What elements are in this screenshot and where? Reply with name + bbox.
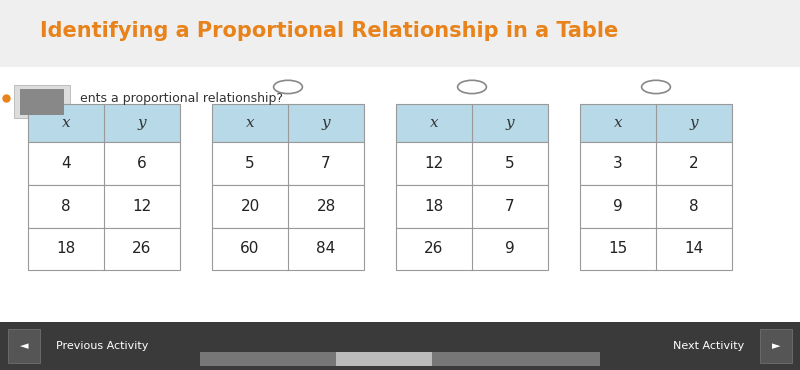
Text: 15: 15	[608, 241, 628, 256]
FancyBboxPatch shape	[200, 352, 600, 366]
FancyBboxPatch shape	[0, 322, 800, 370]
Text: ents a proportional relationship?: ents a proportional relationship?	[80, 91, 283, 105]
Text: 26: 26	[424, 241, 444, 256]
Text: 6: 6	[137, 156, 147, 171]
Text: 18: 18	[56, 241, 76, 256]
Text: 28: 28	[316, 199, 336, 214]
Text: 26: 26	[132, 241, 152, 256]
FancyBboxPatch shape	[28, 104, 180, 142]
Text: 5: 5	[245, 156, 255, 171]
FancyBboxPatch shape	[580, 228, 732, 270]
Text: 18: 18	[424, 199, 444, 214]
FancyBboxPatch shape	[396, 104, 548, 142]
Text: 12: 12	[424, 156, 444, 171]
Text: Next Activity: Next Activity	[673, 341, 744, 351]
Text: 3: 3	[613, 156, 623, 171]
Text: 7: 7	[321, 156, 331, 171]
FancyBboxPatch shape	[0, 0, 800, 67]
Text: 9: 9	[613, 199, 623, 214]
Text: 14: 14	[684, 241, 704, 256]
Text: y: y	[506, 116, 514, 130]
Text: x: x	[430, 116, 438, 130]
FancyBboxPatch shape	[212, 104, 364, 142]
FancyBboxPatch shape	[28, 228, 180, 270]
Text: Previous Activity: Previous Activity	[56, 341, 148, 351]
FancyBboxPatch shape	[212, 228, 364, 270]
FancyBboxPatch shape	[14, 85, 70, 118]
Text: 5: 5	[505, 156, 515, 171]
Text: y: y	[690, 116, 698, 130]
Text: 4: 4	[61, 156, 71, 171]
FancyBboxPatch shape	[20, 89, 64, 115]
Text: 2: 2	[689, 156, 699, 171]
Text: Identifying a Proportional Relationship in a Table: Identifying a Proportional Relationship …	[40, 21, 618, 41]
FancyBboxPatch shape	[0, 67, 800, 322]
FancyBboxPatch shape	[580, 104, 732, 142]
Text: x: x	[62, 116, 70, 130]
Text: y: y	[322, 116, 330, 130]
FancyBboxPatch shape	[28, 185, 180, 228]
Text: ◄: ◄	[20, 341, 28, 351]
Text: 60: 60	[240, 241, 260, 256]
FancyBboxPatch shape	[212, 185, 364, 228]
FancyBboxPatch shape	[580, 185, 732, 228]
Text: x: x	[246, 116, 254, 130]
FancyBboxPatch shape	[760, 329, 792, 363]
Text: x: x	[614, 116, 622, 130]
FancyBboxPatch shape	[28, 142, 180, 185]
Text: y: y	[138, 116, 146, 130]
FancyBboxPatch shape	[336, 352, 432, 366]
Text: 20: 20	[240, 199, 260, 214]
Text: 8: 8	[61, 199, 71, 214]
Text: 9: 9	[505, 241, 515, 256]
FancyBboxPatch shape	[396, 142, 548, 185]
Text: 7: 7	[505, 199, 515, 214]
Text: 8: 8	[689, 199, 699, 214]
FancyBboxPatch shape	[396, 228, 548, 270]
FancyBboxPatch shape	[212, 142, 364, 185]
Text: 84: 84	[316, 241, 336, 256]
FancyBboxPatch shape	[8, 329, 40, 363]
FancyBboxPatch shape	[580, 142, 732, 185]
Text: ►: ►	[772, 341, 780, 351]
FancyBboxPatch shape	[396, 185, 548, 228]
Text: 12: 12	[132, 199, 152, 214]
